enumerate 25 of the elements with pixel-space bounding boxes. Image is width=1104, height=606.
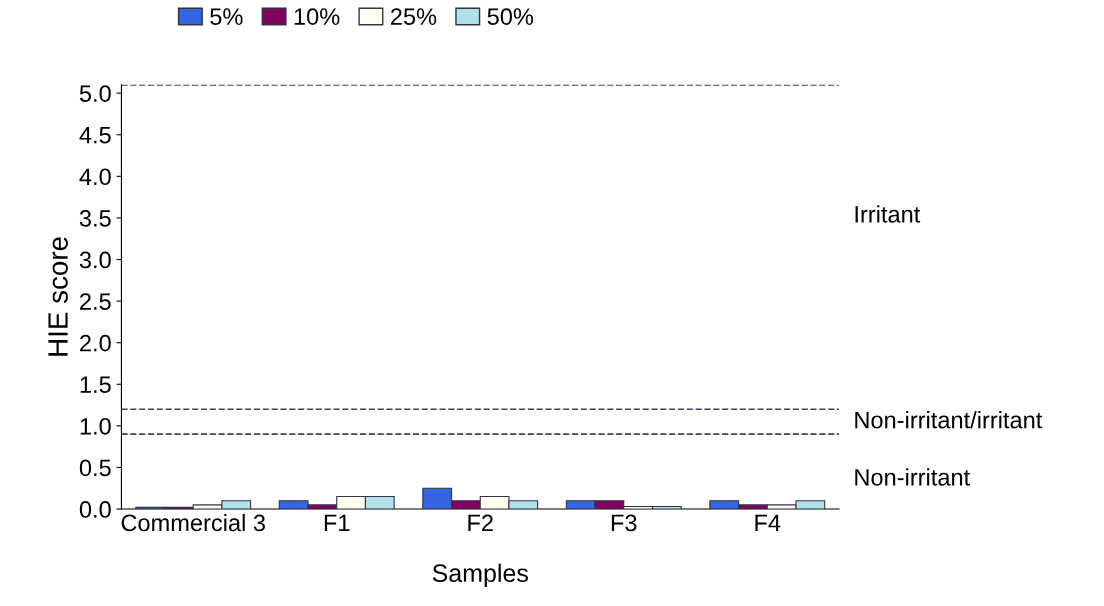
x-axis-title: Samples (432, 563, 528, 587)
legend-label: 10% (294, 8, 340, 25)
x-tick-label: F3 (611, 514, 637, 532)
x-tick-label: F2 (468, 514, 493, 532)
text: Non-irritant (855, 468, 970, 486)
legend-label: 50% (487, 8, 534, 25)
y-tick-label: 2.5 (80, 293, 111, 310)
y-tick-label: 4.0 (79, 168, 111, 186)
y-tick-label: 5.0 (79, 85, 111, 102)
text: Irritant (855, 205, 921, 223)
legend-label: 25% (391, 8, 437, 25)
y-tick-label: 2.0 (80, 334, 111, 352)
y-tick-label: 0.5 (79, 459, 111, 477)
legend-label: 5% (210, 8, 243, 25)
y-tick-label: 3.0 (79, 251, 111, 269)
x-tick-label: F4 (755, 514, 781, 532)
text: Non-irritant/irritant (855, 411, 1043, 429)
y-tick-label: 4.5 (79, 127, 111, 144)
y-tick-label: 1.5 (80, 376, 111, 394)
y-axis-title: HIE score (48, 237, 68, 356)
x-tick-label: F1 (324, 514, 350, 532)
y-tick-label: 1.0 (80, 417, 111, 435)
y-tick-label: 0.0 (79, 501, 111, 518)
x-tick-label: Commercial 3 (121, 513, 265, 532)
y-tick-label: 3.5 (79, 209, 111, 227)
